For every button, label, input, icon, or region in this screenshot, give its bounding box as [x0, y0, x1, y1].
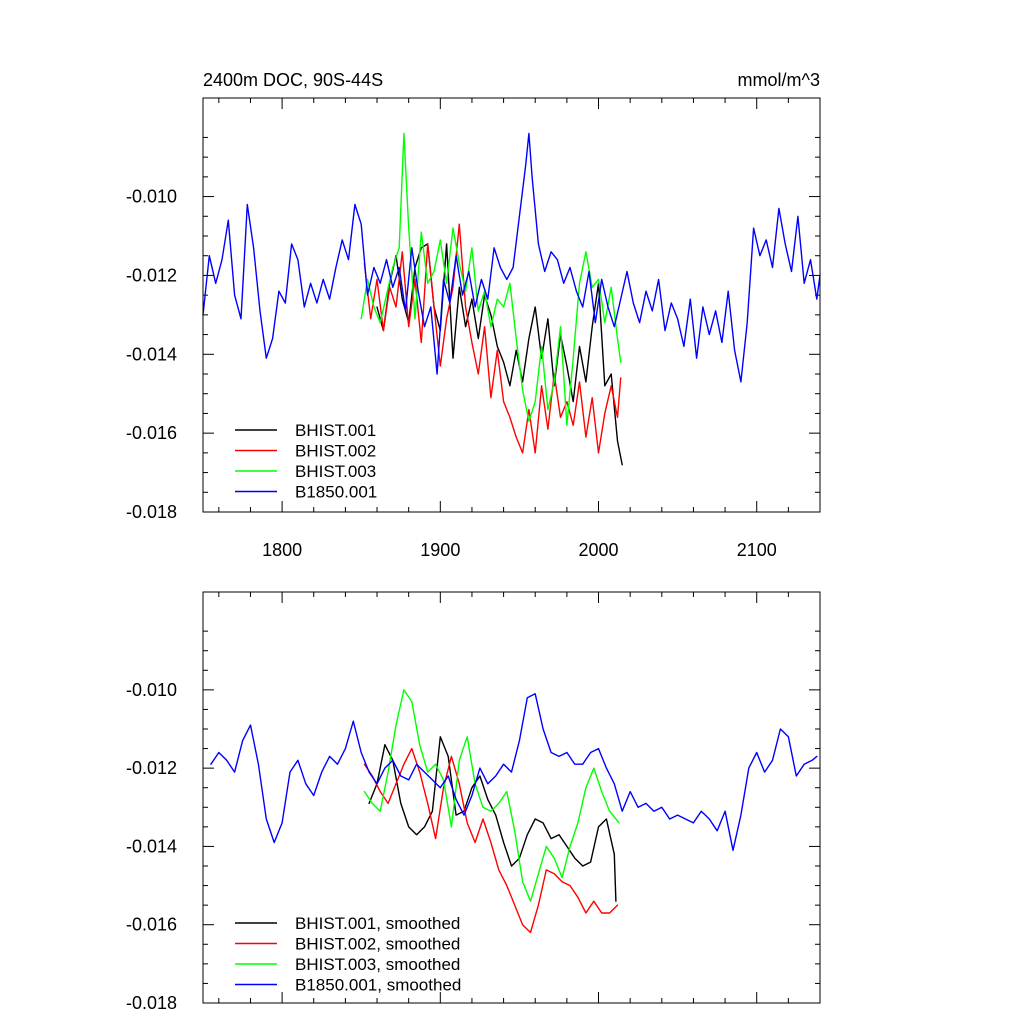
- legend-label: BHIST.003: [295, 462, 376, 481]
- series-line-1-1: [376, 243, 623, 466]
- y-tick-label: -0.014: [126, 836, 177, 856]
- x-tick-label: 2100: [737, 540, 777, 560]
- legend-label: BHIST.001: [295, 421, 376, 440]
- y-tick-label: -0.016: [126, 915, 177, 935]
- y-tick-label: -0.012: [126, 758, 177, 778]
- y-tick-label: -0.014: [126, 344, 177, 364]
- plot-frame: [202, 591, 821, 1004]
- series-line-2-1: [368, 736, 617, 902]
- plot-frame: [202, 97, 821, 513]
- series-line-1-3: [360, 132, 622, 426]
- series-line-2-2: [363, 747, 619, 934]
- chart-panels: 1800 1900 2000 2100 -0.018 -0.016 -0.014 -0.012…: [126, 97, 821, 1013]
- legend-label: B1850.001: [295, 483, 377, 502]
- legend-label: BHIST.002: [295, 442, 376, 461]
- y-tick-label: -0.012: [126, 265, 177, 285]
- y-tick-label: -0.018: [126, 502, 177, 522]
- chart-panel-1: 1800 1900 2000 2100 -0.018 -0.016 -0.014 -0.012…: [126, 97, 821, 560]
- chart-panel-2: -0.018 -0.016 -0.014 -0.012 -0.010 BHIST.001,…: [126, 591, 821, 1013]
- legend-label: B1850.001, smoothed: [295, 976, 461, 995]
- legend-label: BHIST.001, smoothed: [295, 914, 460, 933]
- legend-label: BHIST.002, smoothed: [295, 935, 460, 954]
- series-line-1-4: [202, 132, 821, 383]
- y-tick-label: -0.010: [126, 680, 177, 700]
- series-line-1-2: [363, 223, 622, 454]
- y-tick-label: -0.018: [126, 993, 177, 1013]
- series-line-2-3: [363, 689, 620, 902]
- y-tick-label: -0.010: [126, 187, 177, 207]
- legend-label: BHIST.003, smoothed: [295, 955, 460, 974]
- y-tick-label: -0.016: [126, 423, 177, 443]
- chart-title: 2400m DOC, 90S-44S: [203, 70, 383, 90]
- x-tick-label: 1900: [420, 540, 460, 560]
- series-line-2-4: [210, 693, 818, 851]
- x-tick-label: 1800: [262, 540, 302, 560]
- x-tick-label: 2000: [578, 540, 618, 560]
- units-label: mmol/m^3: [738, 70, 820, 90]
